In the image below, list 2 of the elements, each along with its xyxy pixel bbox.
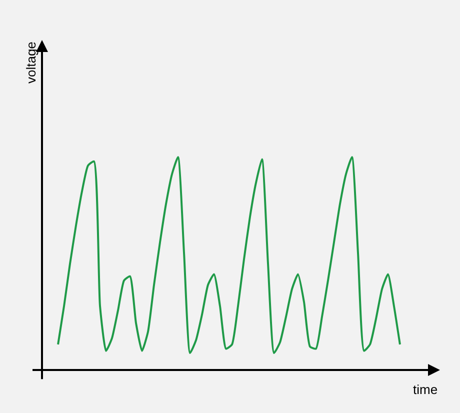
text: voltage [24,42,39,84]
x-axis-title: time [413,382,438,397]
